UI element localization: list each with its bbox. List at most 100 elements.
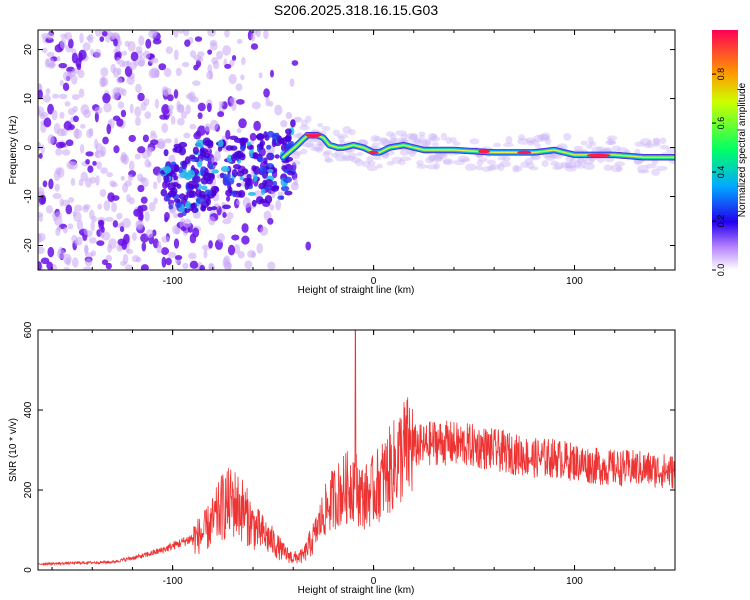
spectrogram-cell	[502, 142, 514, 147]
spectrogram-cell	[115, 44, 121, 53]
snr-axes: -100 0 100 0 200 400 600	[23, 321, 675, 587]
spectrogram-cell	[293, 177, 299, 186]
spectrogram-cell	[301, 142, 314, 148]
spectrogram-cell	[193, 64, 199, 71]
spectrogram-cell	[48, 62, 57, 68]
spectrogram-cell	[389, 137, 397, 146]
spectrogram-cell	[64, 32, 73, 41]
spectrogram-cell	[71, 257, 79, 268]
spectrogram-cell	[190, 203, 196, 208]
spectrogram-cell	[604, 147, 613, 153]
spectrogram-cell	[174, 146, 183, 154]
spectrogram-cell	[271, 138, 277, 148]
spectrogram-cell	[189, 123, 197, 130]
spectrogram-cell	[134, 106, 142, 117]
spectrogram-cell	[38, 89, 43, 100]
spectrogram-cell	[264, 195, 273, 204]
spectrogram-cell	[110, 63, 116, 74]
spectrogram-cell	[240, 57, 246, 66]
spectrogram-cell	[208, 70, 214, 80]
spectrogram-cell	[154, 98, 160, 109]
spectrogram-cell	[378, 138, 391, 147]
spectrogram-cell	[366, 155, 374, 162]
spectrogram-cell	[82, 42, 91, 51]
spectrogram-cell	[240, 74, 245, 81]
spectrogram-cell	[113, 145, 120, 154]
spectrogram-cell	[304, 140, 315, 149]
spectrogram-cell	[299, 124, 310, 131]
spectrogram-cell	[137, 92, 145, 102]
spectrogram-cell	[126, 60, 131, 66]
spectrogram-cell	[487, 164, 496, 171]
spectrogram-cell	[386, 161, 395, 166]
spectrogram-cell	[89, 48, 95, 56]
snr-ylabel: SNR (10 * v/v)	[8, 418, 19, 482]
spectrogram-cell	[604, 156, 615, 163]
spectrogram-cell	[255, 134, 265, 140]
spectrogram-cell	[135, 46, 143, 54]
spectrogram-cell	[216, 50, 224, 60]
spectrogram-cell	[550, 160, 559, 166]
spectrogram-cell	[58, 93, 68, 100]
spectrogram-cell	[564, 161, 577, 169]
spectrogram-cell	[144, 211, 150, 222]
spectrogram-cell	[256, 243, 263, 254]
spectrogram-cell	[287, 170, 295, 176]
spectrogram-cell	[573, 160, 582, 168]
spectrogram-cell	[116, 212, 123, 220]
spectrogram-cell	[322, 151, 331, 158]
spectrogram-cell	[285, 128, 292, 135]
spectrogram-xlabel: Height of straight line (km)	[298, 285, 415, 296]
spectrogram-cell	[72, 115, 79, 123]
spectrogram-cell	[68, 196, 75, 203]
spectrogram-cell	[207, 49, 213, 55]
spectrogram-cell	[202, 137, 211, 146]
spectrogram-cell	[92, 160, 97, 166]
spectrogram-cell	[227, 244, 236, 256]
spectrogram-cell	[173, 164, 180, 173]
spectrogram-cell	[65, 139, 74, 147]
spectrogram-cell	[101, 77, 109, 87]
spectrogram-cell	[218, 100, 224, 108]
spectrogram-cell	[222, 257, 230, 269]
spectrogram-cell	[241, 223, 249, 233]
spectrogram-cell	[418, 131, 426, 137]
spectrogram-cell	[517, 137, 530, 145]
spectrogram-cell	[148, 202, 156, 212]
spectrogram-cell	[201, 185, 208, 191]
spectrogram-cell	[264, 179, 274, 187]
spectrogram-cell	[206, 102, 212, 113]
spectrogram-cell	[224, 63, 232, 69]
spectrogram-cell	[119, 226, 125, 233]
spectrogram-cell	[413, 137, 422, 143]
spectrogram-cell	[108, 238, 117, 250]
spectrogram-cell	[370, 135, 380, 143]
spectrogram-cell	[63, 253, 72, 265]
spectrogram-cell	[145, 38, 152, 49]
snr-frame	[37, 329, 676, 571]
snr-xtick-label: 0	[371, 576, 377, 587]
spectrogram-cell	[116, 118, 124, 127]
spectrogram-cell	[88, 237, 97, 244]
spectrogram-cell	[433, 155, 443, 162]
spectrogram-cell	[534, 143, 542, 148]
spectrogram-cell	[56, 249, 66, 260]
spectrogram-cell	[231, 55, 237, 61]
spectrogram-cell	[80, 123, 86, 129]
spectrogram-cell	[73, 211, 82, 223]
spectrogram-cell	[46, 32, 54, 40]
spectrogram-cell	[170, 115, 176, 125]
spectrogram-cell	[209, 39, 218, 47]
spectrogram-cell	[659, 137, 667, 144]
spectrogram-cell	[544, 153, 556, 161]
spectrogram-cell	[608, 140, 617, 145]
spectrogram-cell	[587, 136, 594, 145]
spectrogram-cell	[101, 30, 108, 37]
spectrogram-cell	[140, 102, 147, 111]
spectrogram-cell	[61, 149, 71, 156]
spectrogram-cell	[432, 154, 443, 163]
spectrogram-cell	[154, 68, 160, 78]
spectrogram-cell	[228, 73, 237, 85]
spectrogram-cell	[183, 30, 190, 37]
